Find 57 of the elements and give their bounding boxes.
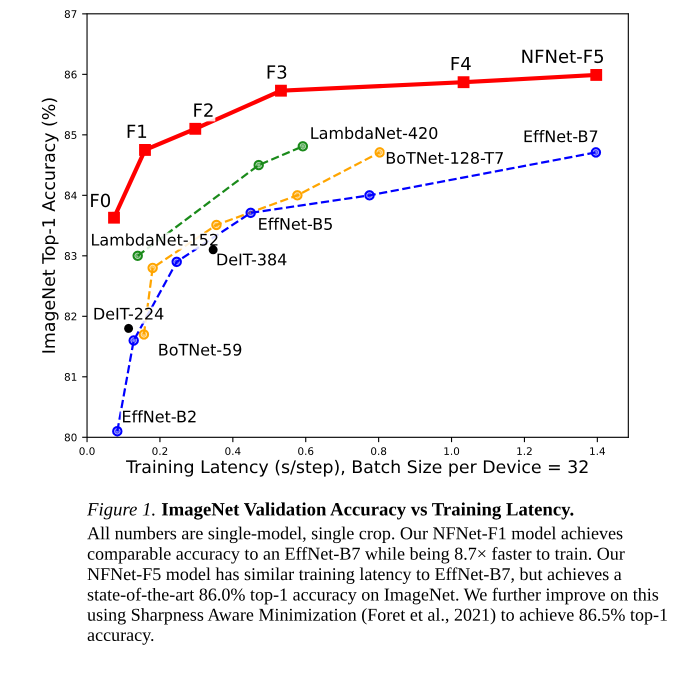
point: [245, 208, 256, 218]
point: [138, 329, 150, 340]
y-axis-title: ImageNet Top-1 Accuracy (%): [42, 98, 59, 353]
point: [124, 324, 134, 333]
point: [275, 84, 287, 97]
x-tick-label: 0.2: [152, 447, 168, 456]
point: [590, 147, 602, 158]
point: [171, 256, 182, 268]
point: [132, 250, 143, 262]
point: [189, 122, 202, 135]
point: [590, 69, 602, 81]
point: [108, 212, 120, 224]
annotation: F4: [452, 56, 471, 70]
y-tick-label: 85: [64, 131, 76, 139]
point: [298, 141, 308, 152]
point: [374, 147, 385, 158]
y-tick-label: 87: [64, 10, 76, 18]
caption: Figure 1.: [86, 503, 154, 520]
point: [292, 190, 303, 201]
annotation: EffNet-B5: [259, 218, 332, 230]
point: [458, 76, 470, 88]
x-tick-label: 0.4: [225, 447, 241, 456]
y-tick-label: 80: [64, 434, 77, 442]
annotation: F2: [194, 103, 213, 117]
y-tick-label: 83: [64, 252, 76, 260]
point: [139, 144, 151, 156]
annotation: BoTNet-128-T7: [386, 152, 503, 164]
annotation: LambdaNet-420: [311, 126, 438, 140]
x-tick-label: 0.0: [79, 447, 95, 456]
annotation: F1: [128, 124, 146, 138]
y-tick-label: 81: [64, 373, 76, 381]
point: [364, 190, 375, 201]
x-tick-label: 1.4: [590, 447, 606, 455]
annotation: NFNet-F5: [522, 50, 603, 64]
point: [128, 335, 139, 346]
annotation: F3: [268, 65, 286, 79]
annotation: EffNet-B7: [524, 130, 598, 142]
text: ImageNet Validation Accuracy vs Training Latency.: [162, 502, 574, 520]
annotation: DeIT-384: [218, 253, 286, 266]
y-tick-label: 84: [64, 192, 77, 200]
point: [112, 426, 123, 436]
annotation: BoTNet-59: [159, 344, 242, 356]
point: [211, 220, 222, 230]
y-tick-label: 86: [64, 70, 77, 78]
x-tick-label: 1.2: [517, 447, 532, 455]
annotation: DeIT-224: [94, 308, 164, 320]
point: [147, 262, 158, 274]
x-tick-label: 0.8: [371, 447, 386, 456]
x-tick-label: 0.6: [298, 447, 314, 456]
text: All numbers are single-model, single crop. Our NFNet-F1 model achieves comparable accuracy to an EffNet-B7 while being 8.7× faster to train. Our NFNet-F5 model has similar training latency to EffNet-B7, but achieves a state-of-the-art 86.0% top-1 accuracy on ImageNet. We further improve on this using Sharpness Aware Minimization (Foret et al., 2021) to achieve 86.5% top-1 accuracy.: [87, 526, 667, 645]
point: [254, 160, 264, 170]
x-axis-title: Training Latency (s/step), Batch Size per Device = 32: [126, 460, 588, 477]
annotation: EffNet-B2: [123, 410, 196, 423]
x-tick-label: 1.0: [444, 447, 460, 456]
y-tick-label: 82: [64, 312, 76, 320]
annotation: F0: [91, 194, 110, 208]
annotation: LambdaNet-152: [92, 233, 218, 246]
